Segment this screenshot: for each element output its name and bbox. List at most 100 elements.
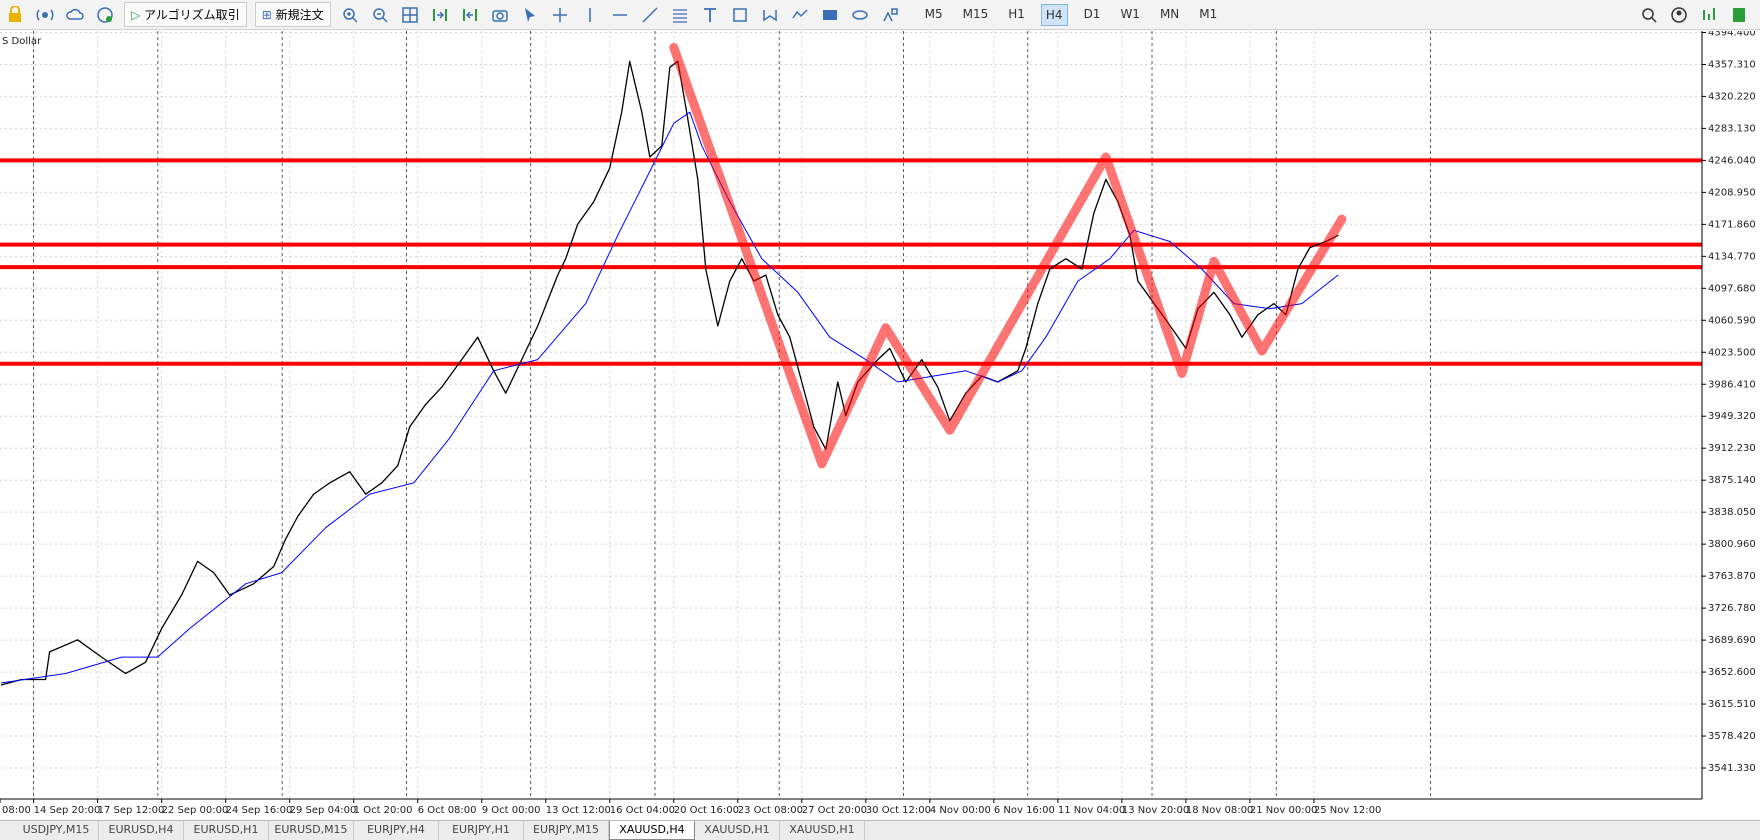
chart-tab[interactable]: EURJPY,H1 <box>439 821 524 840</box>
search-icon[interactable] <box>1640 6 1658 24</box>
timeframe-button[interactable]: H1 <box>1008 6 1025 21</box>
timeframe-button[interactable]: M15 <box>962 6 989 21</box>
icon[interactable] <box>6 5 24 24</box>
x-tick-label: 11 Nov 04:00 <box>1058 805 1125 816</box>
timeframe-button[interactable]: MN <box>1159 6 1180 21</box>
x-tick-label: 16 Oct 04:00 <box>610 805 675 816</box>
chart-tab[interactable]: EURUSD,H4 <box>99 821 184 840</box>
y-tick-label: 4283.130 <box>1708 123 1756 134</box>
x-tick-label: 6 Oct 08:00 <box>418 805 477 816</box>
x-tick-label: 20 Oct 16:00 <box>674 805 739 816</box>
plot-area <box>0 31 1702 799</box>
icon[interactable] <box>551 6 569 24</box>
icon[interactable] <box>671 6 689 24</box>
y-tick-label: 4060.590 <box>1708 315 1756 326</box>
icon[interactable] <box>341 6 359 24</box>
button-label: アルゴリズム取引 <box>144 8 240 22</box>
icon[interactable] <box>491 6 509 24</box>
y-tick-label: 3615.510 <box>1708 699 1756 710</box>
y-tick-label: 4246.040 <box>1708 155 1756 166</box>
button-label: 新規注文 <box>275 8 324 22</box>
x-tick-label: 27 Oct 20:00 <box>802 805 867 816</box>
icon[interactable] <box>581 6 599 24</box>
timeframe-button[interactable]: W1 <box>1120 6 1140 21</box>
icon[interactable] <box>371 6 389 24</box>
y-tick-label: 3763.870 <box>1708 571 1756 582</box>
y-tick-label: 3800.960 <box>1708 539 1756 550</box>
y-tick-label: 3986.410 <box>1708 379 1756 390</box>
chart-tab[interactable]: USDJPY,M15 <box>14 821 99 840</box>
status-icon[interactable] <box>1730 6 1748 24</box>
x-tick-label: 13 Nov 20:00 <box>1122 805 1189 816</box>
icon[interactable] <box>761 6 779 24</box>
icon[interactable] <box>36 6 54 24</box>
chart: S Dollar 4394.400 4357.310 4320.220 4283.13… <box>0 31 1756 816</box>
icon[interactable] <box>521 6 539 24</box>
icon[interactable] <box>461 6 479 24</box>
y-tick-label: 3541.330 <box>1708 763 1756 774</box>
x-tick-label: 18 Nov 08:00 <box>1186 805 1253 816</box>
series-line <box>669 43 1347 469</box>
chart-tab[interactable]: XAUUSD,H4 <box>609 821 695 840</box>
chart-tab[interactable]: XAUUSD,H1 <box>780 821 865 840</box>
x-tick-label: 29 Sep 04:00 <box>290 805 357 816</box>
x-tick-label: 25 Nov 12:00 <box>1314 805 1381 816</box>
y-tick-label: 4208.950 <box>1708 187 1756 198</box>
chart-tab[interactable]: EURJPY,M15 <box>524 821 609 840</box>
chart-tab[interactable]: EURJPY,H4 <box>354 821 439 840</box>
x-tick-label: 1 Oct 20:00 <box>354 805 413 816</box>
icon[interactable] <box>96 6 114 24</box>
algo-trading-button[interactable]: ▷ アルゴリズム取引 <box>124 2 247 27</box>
icon[interactable] <box>641 6 659 24</box>
x-tick-label: 13 Oct 12:00 <box>546 805 611 816</box>
icon[interactable] <box>791 6 809 24</box>
timeframes: M5 M15 H1 H4 D1 W1 MN M1 <box>915 3 1228 26</box>
icon[interactable] <box>881 6 899 24</box>
y-tick-label: 4097.680 <box>1708 283 1756 294</box>
y-tick-label: 3949.320 <box>1708 411 1756 422</box>
tab-bar: USDJPY,M15 EURUSD,H4 EURUSD,H1 EURUSD,M15 EU… <box>0 820 1760 840</box>
y-tick-label: 3726.780 <box>1708 603 1756 614</box>
x-tick-label: 6 Nov 16:00 <box>994 805 1055 816</box>
timeframe-button[interactable]: M5 <box>924 6 943 21</box>
x-tick-label: 9 Oct 00:00 <box>482 805 541 816</box>
y-tick-label: 4320.220 <box>1708 91 1756 102</box>
icon[interactable] <box>821 6 839 24</box>
x-tick-label: 14 Sep 20:00 <box>34 805 101 816</box>
icon[interactable] <box>851 6 869 24</box>
new-order-button[interactable]: ⊞ 新規注文 <box>254 2 331 27</box>
icon[interactable] <box>731 6 749 24</box>
x-tick-label: 22 Sep 00:00 <box>162 805 229 816</box>
icon[interactable] <box>401 6 419 24</box>
x-tick-label: 08:00 <box>2 805 31 816</box>
icon[interactable] <box>431 6 449 24</box>
y-tick-label: 4394.400 <box>1708 31 1756 38</box>
chart-tab[interactable]: EURUSD,H1 <box>184 821 269 840</box>
y-tick-label: 3689.690 <box>1708 635 1756 646</box>
x-tick-label: 17 Sep 12:00 <box>98 805 165 816</box>
icon[interactable] <box>611 6 629 24</box>
chart-title: S Dollar <box>2 36 42 47</box>
x-tick-label: 23 Oct 08:00 <box>738 805 803 816</box>
y-tick-label: 3838.050 <box>1708 507 1756 518</box>
x-tick-label: 4 Nov 00:00 <box>930 805 991 816</box>
y-tick-label: 4357.310 <box>1708 59 1756 70</box>
icon[interactable] <box>66 6 84 24</box>
account-icon[interactable] <box>1670 6 1688 24</box>
chart-tab[interactable]: EURUSD,M15 <box>269 821 354 840</box>
signal-icon[interactable] <box>1700 6 1718 24</box>
y-tick-label: 3578.420 <box>1708 731 1756 742</box>
timeframe-button[interactable]: D1 <box>1083 6 1101 21</box>
icon[interactable] <box>701 6 719 24</box>
x-tick-label: 30 Oct 12:00 <box>866 805 931 816</box>
y-tick-label: 4171.860 <box>1708 219 1756 230</box>
chart-tab[interactable]: XAUUSD,H1 <box>695 821 780 840</box>
x-tick-label: 24 Sep 16:00 <box>226 805 293 816</box>
toolbar: ▷ アルゴリズム取引 ⊞ 新規注文 M5 M15 H1 H4 D1 W1 MN M1 <box>0 0 1760 30</box>
y-tick-label: 3912.230 <box>1708 443 1756 454</box>
y-tick-label: 4023.500 <box>1708 347 1756 358</box>
x-tick-label: 21 Nov 00:00 <box>1250 805 1317 816</box>
timeframe-button[interactable]: M1 <box>1199 6 1218 21</box>
timeframe-button[interactable]: H4 <box>1040 3 1068 26</box>
